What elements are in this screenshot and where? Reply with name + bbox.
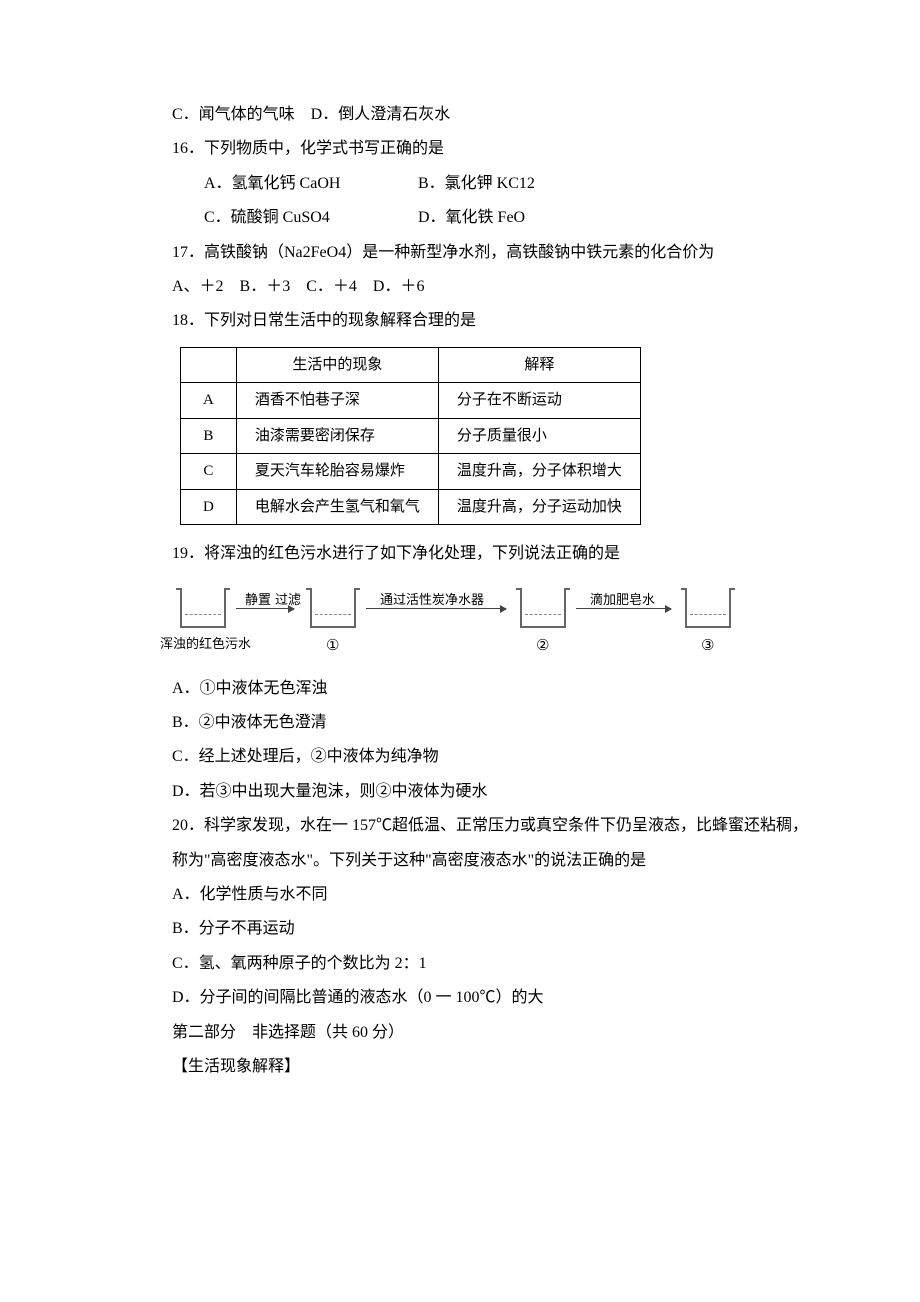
q16-row1: A．氢氧化钙 CaOH B．氯化钾 KC12 (140, 169, 810, 199)
q18-r1-e: 分子质量很小 (438, 418, 640, 454)
q18-r2-k: C (181, 454, 237, 490)
q19-n2: ② (536, 632, 549, 661)
part2-heading: 第二部分 非选择题（共 60 分） (140, 1018, 810, 1048)
q19-diagram: 浑浊的红色污水 静置 过滤 ① 通过活性炭净水器 ② 滴加肥皂水 ③ (170, 582, 810, 662)
q18-r3-p: 电解水会产生氢气和氧气 (236, 489, 438, 525)
q18-r3-k: D (181, 489, 237, 525)
table-row: C 夏天汽车轮胎容易爆炸 温度升高，分子体积增大 (181, 454, 641, 490)
q19-start-label: 浑浊的红色污水 (160, 632, 251, 657)
q18-th-phenom: 生活中的现象 (236, 347, 438, 383)
q19-stem: 19．将浑浊的红色污水进行了如下净化处理，下列说法正确的是 (140, 539, 810, 569)
q19-d: D．若③中出现大量泡沫，则②中液体为硬水 (140, 777, 810, 807)
q20-c: C．氢、氧两种原子的个数比为 2：1 (140, 949, 810, 979)
q16-d: D．氧化铁 FeO (386, 203, 525, 233)
arrow-icon (576, 608, 671, 610)
q18-r3-e: 温度升高，分子运动加快 (438, 489, 640, 525)
q18-table: 生活中的现象 解释 A 酒香不怕巷子深 分子在不断运动 B 油漆需要密闭保存 分… (180, 347, 641, 526)
q18-r0-p: 酒香不怕巷子深 (236, 383, 438, 419)
q19-a: A．①中液体无色浑浊 (140, 674, 810, 704)
beaker-icon (685, 590, 731, 628)
q20-stem1: 20．科学家发现，水在一 157℃超低温、正常压力或真空条件下仍呈液态，比蜂蜜还… (140, 811, 810, 841)
q19-step1-bot: 过滤 (275, 588, 301, 613)
table-row: D 电解水会产生氢气和氧气 温度升高，分子运动加快 (181, 489, 641, 525)
q18-r1-p: 油漆需要密闭保存 (236, 418, 438, 454)
q17-opts: A、＋2 B．＋3 C．＋4 D．＋6 (140, 272, 810, 302)
q19-c: C．经上述处理后，②中液体为纯净物 (140, 742, 810, 772)
q20-d: D．分子间的间隔比普通的液态水（0 一 100℃）的大 (140, 983, 810, 1013)
q18-th-explain: 解释 (438, 347, 640, 383)
beaker-icon (310, 590, 356, 628)
q16-a: A．氢氧化钙 CaOH (172, 169, 382, 199)
q18-r0-e: 分子在不断运动 (438, 383, 640, 419)
q18-r2-p: 夏天汽车轮胎容易爆炸 (236, 454, 438, 490)
q18-stem: 18．下列对日常生活中的现象解释合理的是 (140, 306, 810, 336)
q16-stem: 16．下列物质中，化学式书写正确的是 (140, 134, 810, 164)
q19-b: B．②中液体无色澄清 (140, 708, 810, 738)
beaker-icon (520, 590, 566, 628)
part2-sub: 【生活现象解释】 (140, 1052, 810, 1082)
beaker-icon (180, 590, 226, 628)
q20-b: B．分子不再运动 (140, 914, 810, 944)
q19-n1: ① (326, 632, 339, 661)
q20-stem1-text: 20．科学家发现，水在一 157℃超低温、正常压力或真空条件下仍呈液态，比蜂蜜还… (172, 817, 808, 834)
q18-r0-k: A (181, 383, 237, 419)
q20-a: A．化学性质与水不同 (140, 880, 810, 910)
q18-r1-k: B (181, 418, 237, 454)
q16-c: C．硫酸铜 CuSO4 (172, 203, 382, 233)
q17-stem: 17．高铁酸钠（Na2FeO4）是一种新型净水剂，高铁酸钠中铁元素的化合价为 (140, 238, 810, 268)
q16-b: B．氯化钾 KC12 (386, 169, 535, 199)
q18-th-blank (181, 347, 237, 383)
q18-r2-e: 温度升高，分子体积增大 (438, 454, 640, 490)
table-row: B 油漆需要密闭保存 分子质量很小 (181, 418, 641, 454)
arrow-icon (366, 608, 506, 610)
table-row: A 酒香不怕巷子深 分子在不断运动 (181, 383, 641, 419)
q20-stem2: 称为"高密度液态水"。下列关于这种"高密度液态水"的说法正确的是 (140, 846, 810, 876)
q16-row2: C．硫酸铜 CuSO4 D．氧化铁 FeO (140, 203, 810, 233)
q15-options-cd: C．闻气体的气味 D．倒人澄清石灰水 (140, 100, 810, 130)
q19-n3: ③ (701, 632, 714, 661)
